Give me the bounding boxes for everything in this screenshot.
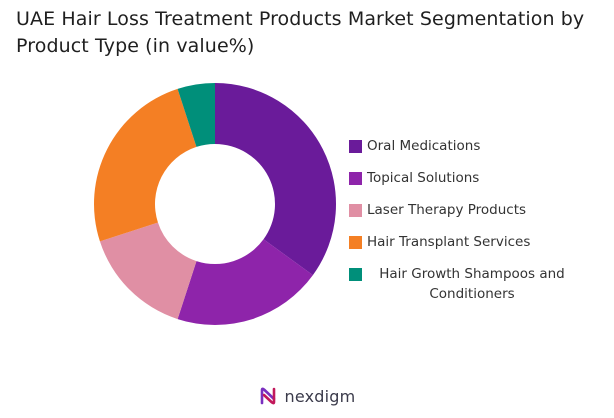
legend-item-oral-medications: Oral Medications	[349, 136, 604, 156]
legend-swatch	[349, 140, 362, 153]
legend-item-hair-growth-shampoos: Hair Growth Shampoos and Conditioners	[349, 264, 604, 304]
legend-swatch	[349, 236, 362, 249]
legend-label: Oral Medications	[367, 138, 481, 154]
donut-slice-hair-transplant-services	[94, 88, 197, 242]
legend-item-laser-therapy-products: Laser Therapy Products	[349, 200, 604, 220]
legend-label: Laser Therapy Products	[367, 202, 527, 218]
chart-title: UAE Hair Loss Treatment Products Market …	[16, 8, 585, 57]
nexdigm-logo-icon	[260, 387, 275, 405]
legend-label: Hair Transplant Services	[367, 234, 531, 250]
donut-slice-hair-growth-shampoos-and-conditioners	[177, 83, 215, 147]
legend-item-topical-solutions: Topical Solutions	[349, 168, 604, 188]
chart-legend: Oral Medications Topical Solutions Laser…	[349, 136, 604, 304]
legend-label: Topical Solutions	[367, 170, 480, 186]
brand-footer: nexdigm	[0, 386, 614, 406]
legend-item-hair-transplant-services: Hair Transplant Services	[349, 232, 604, 252]
donut-slice-laser-therapy-products	[99, 222, 197, 320]
legend-swatch	[349, 172, 362, 185]
legend-label: Hair Growth Shampoos and Conditioners	[379, 266, 565, 302]
donut-slice-oral-medications	[215, 83, 336, 276]
brand-name: nexdigm	[284, 386, 356, 406]
donut-slice-topical-solutions	[177, 239, 313, 325]
legend-swatch	[349, 204, 362, 217]
legend-swatch	[349, 268, 362, 281]
